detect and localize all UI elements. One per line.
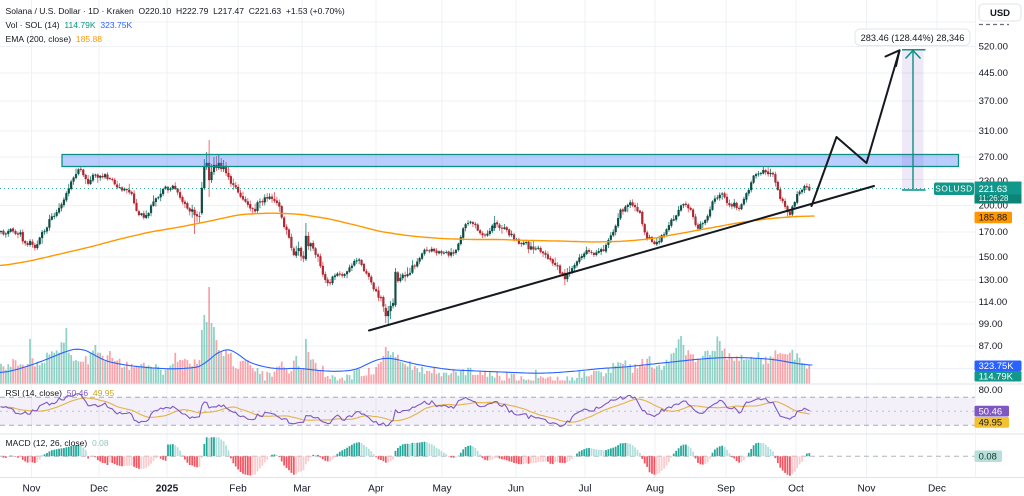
svg-text:USD: USD <box>990 8 1010 19</box>
svg-text:170.00: 170.00 <box>979 227 1008 238</box>
svg-text:SOLUSD: SOLUSD <box>935 184 972 194</box>
svg-text:270.00: 270.00 <box>979 152 1008 163</box>
svg-text:114.00: 114.00 <box>979 297 1008 308</box>
svg-text:283.46 (128.44%) 28,346: 283.46 (128.44%) 28,346 <box>861 33 965 43</box>
svg-text:Aug: Aug <box>646 484 664 495</box>
svg-text:Nov: Nov <box>23 484 42 495</box>
svg-text:Apr: Apr <box>368 484 384 495</box>
svg-text:Nov: Nov <box>858 484 877 495</box>
svg-text:80.00: 80.00 <box>979 385 1003 396</box>
svg-text:Dec: Dec <box>928 484 946 495</box>
svg-text:Dec: Dec <box>90 484 108 495</box>
svg-text:Mar: Mar <box>293 484 311 495</box>
svg-text:323.75K: 323.75K <box>979 360 1015 371</box>
svg-text:99.00: 99.00 <box>979 319 1003 330</box>
svg-text:150.00: 150.00 <box>979 252 1008 263</box>
svg-text:Jun: Jun <box>508 484 524 495</box>
svg-text:87.00: 87.00 <box>979 341 1003 352</box>
svg-text:50.46: 50.46 <box>979 405 1002 416</box>
svg-text:May: May <box>432 484 452 495</box>
svg-text:114.79K: 114.79K <box>979 370 1014 381</box>
svg-text:200.00: 200.00 <box>979 201 1008 212</box>
svg-text:RSI (14, close) 50.46 49.95: RSI (14, close) 50.46 49.95 <box>6 388 115 398</box>
svg-text:Oct: Oct <box>788 484 804 495</box>
svg-text:185.88: 185.88 <box>979 212 1008 223</box>
svg-text:Feb: Feb <box>229 484 247 495</box>
svg-text:221.63: 221.63 <box>979 183 1008 194</box>
svg-text:445.00: 445.00 <box>979 68 1008 79</box>
svg-text:0.08: 0.08 <box>979 450 997 461</box>
svg-text:EMA (200, close) 185.88: EMA (200, close) 185.88 <box>6 34 103 44</box>
svg-text:520.00: 520.00 <box>979 42 1008 53</box>
svg-text:370.00: 370.00 <box>979 96 1008 107</box>
svg-text:MACD (12, 26, close) 0.08: MACD (12, 26, close) 0.08 <box>6 438 109 448</box>
svg-text:130.00: 130.00 <box>979 275 1008 286</box>
svg-text:2025: 2025 <box>156 484 179 495</box>
svg-text:49.95: 49.95 <box>979 417 1002 428</box>
svg-text:11:26:28: 11:26:28 <box>979 194 1009 203</box>
svg-text:Sep: Sep <box>717 484 735 495</box>
svg-text:310.00: 310.00 <box>979 126 1008 137</box>
svg-text:Jul: Jul <box>579 484 592 495</box>
svg-text:Solana / U.S. Dollar · 1D · Kr: Solana / U.S. Dollar · 1D · Kraken O220.… <box>6 6 345 16</box>
svg-text:Vol · SOL (14) 114.79K 323.7: Vol · SOL (14) 114.79K 323.75K <box>6 20 133 30</box>
